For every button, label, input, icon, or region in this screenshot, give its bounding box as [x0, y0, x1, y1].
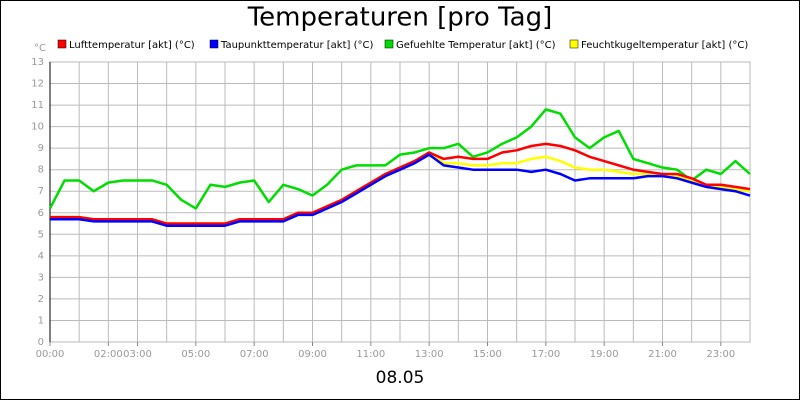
legend-swatch — [569, 39, 579, 49]
y-tick-label: 2 — [38, 294, 44, 305]
y-unit: °C — [34, 43, 46, 54]
y-tick-label: 0 — [38, 337, 44, 348]
legend-label: Lufttemperatur [akt] (°C) — [69, 40, 195, 51]
x-tick-label: 11:00 — [356, 349, 385, 360]
x-tick-label: 17:00 — [531, 349, 560, 360]
x-tick-label: 21:00 — [648, 349, 677, 360]
y-tick-label: 5 — [38, 229, 44, 240]
y-tick-label: 8 — [38, 165, 44, 176]
x-tick-label: 00:00 — [36, 349, 65, 360]
y-tick-label: 12 — [31, 79, 44, 90]
legend-label: Feuchtkugeltemperatur [akt] (°C) — [581, 40, 748, 51]
x-tick-label: 13:00 — [415, 349, 444, 360]
x-tick-label: 19:00 — [590, 349, 619, 360]
y-tick-label: 6 — [38, 208, 44, 219]
y-tick-label: 4 — [38, 251, 44, 262]
x-tick-label: 03:00 — [123, 349, 152, 360]
y-tick-label: 10 — [31, 122, 44, 133]
y-tick-label: 9 — [38, 143, 44, 154]
series-line — [48, 108, 751, 210]
series-line — [50, 153, 751, 227]
x-tick-label: 07:00 — [240, 349, 269, 360]
y-tick-label: 13 — [31, 57, 44, 68]
legend-swatch — [209, 39, 219, 49]
x-caption: 08.05 — [376, 368, 425, 388]
y-tick-label: 3 — [38, 272, 44, 283]
y-tick-label: 11 — [31, 100, 44, 111]
chart-title: Temperaturen [pro Tag] — [247, 3, 553, 33]
x-tick-label: 09:00 — [298, 349, 327, 360]
legend-label: Taupunkttemperatur [akt] (°C) — [220, 40, 373, 51]
y-tick-label: 1 — [38, 315, 44, 326]
x-tick-label: 23:00 — [706, 349, 735, 360]
legend-label: Gefuehlte Temperatur [akt] (°C) — [396, 40, 556, 51]
series-line — [50, 142, 751, 225]
y-tick-label: 7 — [38, 186, 44, 197]
legend-swatch — [57, 39, 67, 49]
x-tick-label: 15:00 — [473, 349, 502, 360]
x-tick-label: 05:00 — [181, 349, 210, 360]
legend-swatch — [384, 39, 394, 49]
x-tick-label: 02:00 — [94, 349, 123, 360]
